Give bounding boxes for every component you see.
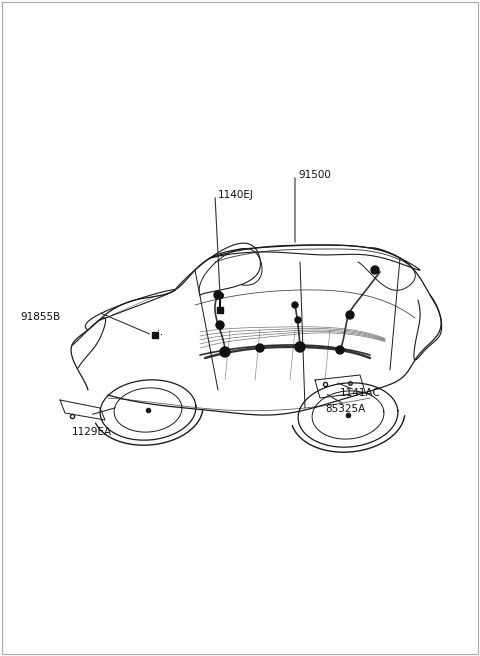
Text: 1141AC: 1141AC [340, 388, 381, 398]
Text: 91855B: 91855B [20, 312, 60, 322]
Text: 91500: 91500 [298, 170, 331, 180]
Circle shape [295, 342, 305, 352]
Circle shape [256, 344, 264, 352]
Circle shape [371, 266, 379, 274]
Circle shape [346, 311, 354, 319]
Circle shape [336, 346, 344, 354]
Text: 1129EA: 1129EA [72, 427, 112, 437]
Circle shape [214, 291, 222, 299]
Circle shape [216, 321, 224, 329]
Circle shape [292, 302, 298, 308]
Text: 85325A: 85325A [325, 404, 365, 414]
Circle shape [220, 347, 230, 357]
Text: 1140EJ: 1140EJ [218, 190, 254, 200]
Circle shape [295, 317, 301, 323]
